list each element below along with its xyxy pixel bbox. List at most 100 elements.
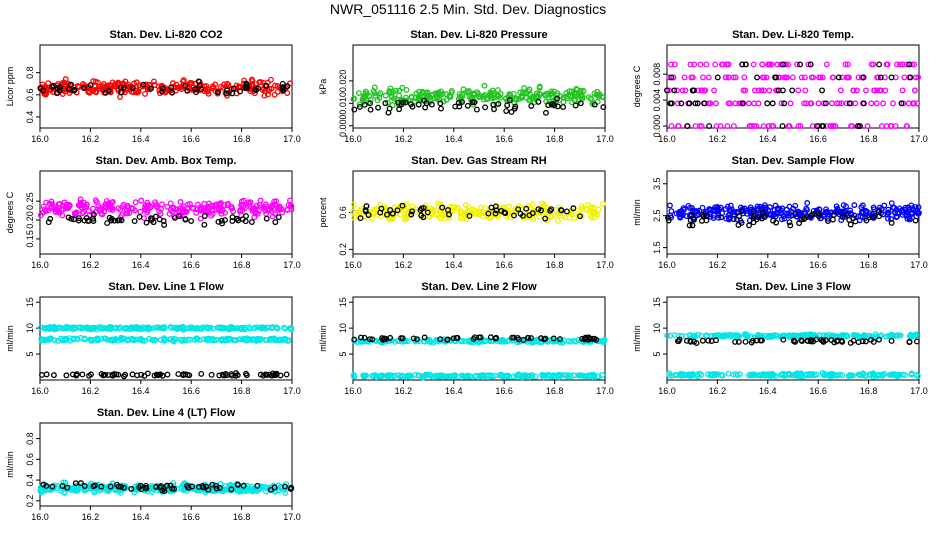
- data-point: [367, 96, 374, 103]
- data-point: [588, 95, 594, 102]
- plot-title: Stan. Dev. Amb. Box Temp.: [96, 155, 237, 167]
- data-point: [427, 339, 434, 346]
- data-point: [378, 205, 385, 212]
- data-point: [819, 87, 825, 94]
- data-point: [156, 208, 163, 215]
- data-point: [143, 203, 150, 210]
- data-point: [737, 100, 744, 107]
- data-point: [362, 208, 369, 215]
- data-point: [159, 88, 165, 95]
- data-point: [218, 210, 225, 217]
- data-point: [869, 211, 876, 218]
- data-point: [268, 85, 275, 92]
- x-tick-label: 17.0: [283, 134, 301, 144]
- data-point: [871, 87, 878, 94]
- data-point: [791, 338, 797, 345]
- data-point: [903, 209, 910, 216]
- data-point: [172, 206, 179, 213]
- data-point: [115, 483, 122, 490]
- y-tick-label: 0.25: [25, 192, 35, 210]
- data-point: [415, 372, 422, 379]
- data-point: [851, 202, 858, 209]
- data-point: [79, 210, 86, 217]
- data-point: [568, 338, 575, 345]
- data-point: [254, 210, 261, 217]
- data-point: [859, 202, 866, 209]
- data-point: [100, 81, 107, 87]
- data-point: [411, 98, 418, 105]
- data-point: [813, 371, 820, 378]
- data-point: [754, 74, 760, 81]
- data-point: [594, 211, 601, 218]
- data-point: [787, 212, 794, 219]
- data-point: [100, 372, 107, 379]
- x-tick-label: 16.8: [546, 260, 564, 270]
- data-point: [443, 97, 450, 103]
- data-point: [391, 204, 398, 211]
- data-point: [675, 123, 682, 130]
- x-tick-label: 16.8: [860, 260, 878, 270]
- data-point: [62, 325, 69, 332]
- data-point: [535, 206, 542, 213]
- data-point: [421, 97, 428, 104]
- data-point: [594, 373, 601, 380]
- x-tick-label: 16.2: [395, 386, 413, 396]
- x-tick-label: 16.6: [495, 386, 513, 396]
- data-point: [48, 198, 55, 205]
- data-point: [825, 211, 832, 218]
- data-point: [263, 82, 270, 89]
- data-point: [596, 91, 603, 98]
- data-point: [234, 487, 241, 494]
- data-point: [836, 100, 843, 107]
- data-point: [199, 482, 206, 489]
- data-point: [699, 204, 706, 211]
- data-point: [506, 97, 513, 104]
- data-point: [816, 213, 822, 220]
- data-point: [394, 207, 401, 214]
- data-point: [562, 372, 569, 379]
- data-point: [111, 337, 118, 344]
- data-point: [201, 336, 208, 342]
- data-point: [710, 206, 717, 213]
- data-point: [728, 333, 735, 340]
- data-point: [73, 372, 80, 379]
- data-point: [164, 203, 171, 210]
- data-point: [788, 333, 795, 340]
- data-point: [535, 98, 542, 105]
- y-axis-label: Licor ppm: [5, 67, 15, 107]
- data-point: [412, 371, 419, 378]
- data-point: [515, 206, 522, 213]
- data-point: [416, 94, 423, 101]
- data-point: [71, 87, 78, 94]
- data-point: [84, 325, 91, 332]
- data-point: [136, 484, 143, 491]
- data-point: [219, 337, 226, 343]
- data-point: [261, 483, 268, 490]
- data-point: [542, 335, 549, 342]
- data-point: [168, 324, 175, 331]
- data-point: [53, 90, 60, 97]
- y-tick-label: 5: [25, 352, 35, 357]
- data-point: [115, 371, 122, 378]
- data-point: [185, 484, 192, 491]
- data-point: [888, 338, 895, 344]
- data-point: [735, 338, 742, 345]
- x-tick-label: 16.4: [445, 260, 463, 270]
- data-point: [464, 89, 471, 96]
- data-point: [357, 337, 364, 344]
- data-point: [226, 335, 233, 342]
- y-tick-label: 0.2: [25, 495, 35, 508]
- data-point: [676, 332, 682, 339]
- data-point: [820, 100, 827, 107]
- x-tick-label: 16.4: [445, 134, 463, 144]
- data-point: [819, 74, 826, 81]
- plot-title: Stan. Dev. Li-820 Temp.: [732, 29, 854, 41]
- data-point: [556, 374, 562, 381]
- data-point: [680, 205, 687, 212]
- data-point: [876, 336, 882, 343]
- data-point: [723, 74, 729, 81]
- data-point: [428, 101, 435, 108]
- data-point: [154, 324, 161, 331]
- x-tick-label: 17.0: [283, 260, 301, 270]
- data-point: [118, 217, 125, 224]
